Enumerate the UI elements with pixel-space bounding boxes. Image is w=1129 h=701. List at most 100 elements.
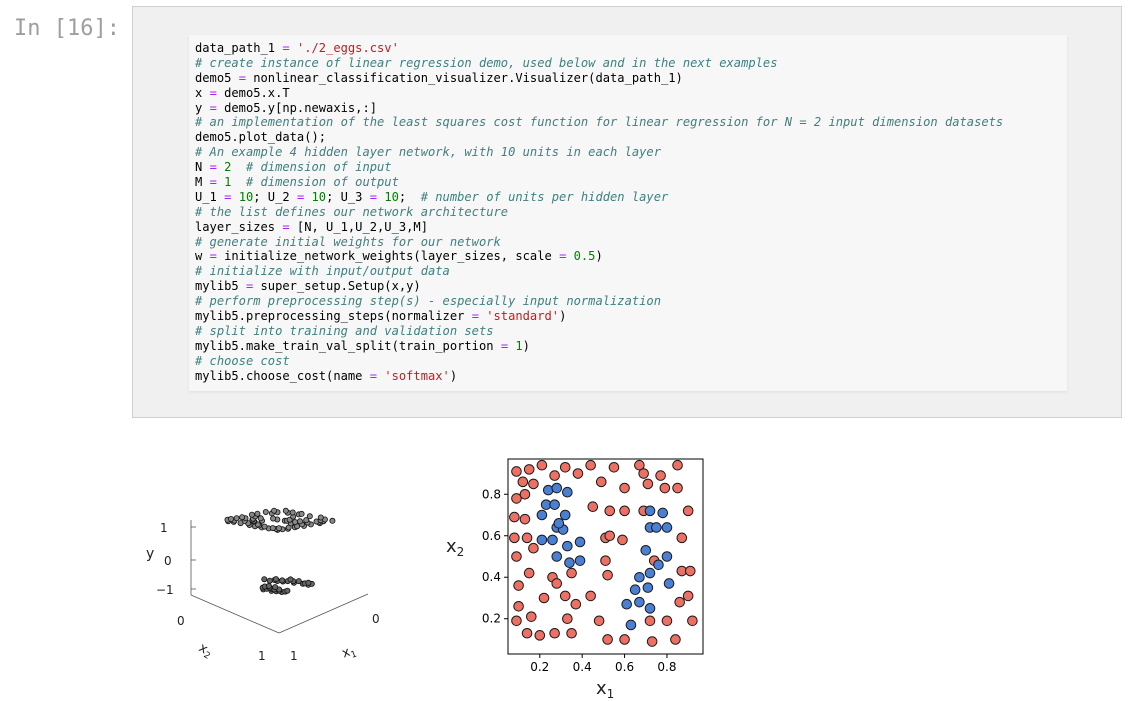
data-point-3d-top <box>269 525 276 532</box>
data-point-3d-bottom <box>266 577 273 584</box>
data-point-3d-bottom <box>261 576 268 583</box>
data-point-red <box>684 565 696 577</box>
data-point-3d-bottom <box>265 583 272 590</box>
data-point-red <box>600 555 611 566</box>
data-point-red <box>511 466 522 477</box>
code-token: 'standard' <box>486 309 560 324</box>
data-point-3d-bottom <box>284 587 291 594</box>
code-token <box>231 175 246 189</box>
code-token: # create instance of linear regression d… <box>195 55 778 70</box>
data-point-3d-top <box>303 517 310 524</box>
code-token: = <box>209 249 217 264</box>
z-tick-label-0: 0 <box>164 554 172 568</box>
code-token: U_1 <box>195 189 225 204</box>
code-line: # initialize with input/output data <box>195 264 1067 279</box>
data-point-3d-top <box>306 513 313 520</box>
code-token: # choose cost <box>195 353 290 368</box>
data-point-red <box>519 488 531 500</box>
scatter-3d-plot: 1 0 −1 y 0 1 1 0 x2 x1 <box>146 507 380 664</box>
data-point-blue <box>629 584 641 595</box>
code-line: data_path_1 = './2_eggs.csv' <box>195 41 1067 56</box>
data-point-blue <box>551 482 563 494</box>
code-token: # number of units per hidden layer <box>420 189 669 204</box>
x2-tick-label-0: 0 <box>177 614 185 628</box>
data-point-red <box>619 505 630 517</box>
data-point-red <box>655 470 666 481</box>
data-point-3d-top <box>289 509 296 516</box>
data-point-red <box>534 630 546 641</box>
code-token: nonlinear_classification_visualizer.Visu… <box>245 70 683 85</box>
data-point-blue <box>653 559 664 571</box>
data-point-blue <box>661 522 673 533</box>
code-token: ; <box>398 189 421 204</box>
code-token: 10 <box>238 189 254 204</box>
x-tick-label: 0.6 <box>615 660 634 674</box>
data-point-blue <box>634 571 645 583</box>
code-token: mylib5 <box>195 279 246 294</box>
code-token <box>290 41 297 55</box>
data-point-red <box>572 468 584 479</box>
data-point-red <box>687 615 698 627</box>
code-line: layer_sizes = [N, U_1,U_2,U_3,M] <box>195 220 1067 235</box>
data-point-blue <box>562 486 573 498</box>
data-point-red <box>682 590 694 602</box>
code-cell[interactable]: data_path_1 = './2_eggs.csv' # create ins… <box>132 6 1122 418</box>
data-point-blue <box>536 509 548 521</box>
code-token: = <box>245 279 254 294</box>
code-token: # An example 4 hidden layer network, wit… <box>195 145 661 160</box>
data-point-3d-top <box>248 511 255 518</box>
y-tick-label: 0.2 <box>482 612 501 626</box>
code-token: demo5 <box>195 70 239 85</box>
data-point-blue <box>562 540 573 552</box>
x-axis-label-sub: 1 <box>607 687 615 701</box>
data-point-red <box>638 468 649 479</box>
code-editor[interactable]: data_path_1 = './2_eggs.csv' # create ins… <box>189 35 1067 391</box>
x2-axis-label-3d-sub: 2 <box>202 650 212 662</box>
y-tick-label: 0.8 <box>482 487 501 501</box>
code-token: = <box>296 189 305 204</box>
data-point-red <box>549 470 560 481</box>
data-point-blue <box>553 518 565 529</box>
data-point-3d-top <box>262 509 269 516</box>
code-token: = <box>224 189 232 204</box>
code-line: # perform preprocessing step(s) - especi… <box>195 294 1067 309</box>
data-point-3d-top <box>296 518 303 525</box>
code-token: = <box>282 41 290 55</box>
x1-axis-label-3d: x1 <box>340 643 358 664</box>
code-token: # dimension of output <box>245 175 399 190</box>
code-line: demo5 = nonlinear_classification_visuali… <box>195 71 1067 86</box>
data-point-red <box>559 461 571 473</box>
data-point-blue <box>574 555 586 566</box>
code-line: mylib5 = super_setup.Setup(x,y) <box>195 279 1067 294</box>
code-token: ) <box>522 338 530 353</box>
code-line: # split into training and validation set… <box>195 324 1067 339</box>
code-token: = <box>209 160 217 175</box>
scatter-2d-plot: 0.2 0.4 0.6 0.8 0.2 0.4 0.6 0.8 x2 x1 <box>446 458 704 701</box>
data-point-3d-bottom <box>279 577 286 584</box>
y-axis-label: x2 <box>446 536 464 559</box>
x2-axis-line <box>190 594 280 634</box>
data-point-red <box>511 551 522 562</box>
x1-tick-label-1: 1 <box>290 649 298 663</box>
data-point-red <box>608 461 620 473</box>
data-point-red <box>526 611 537 622</box>
data-point-blue <box>536 534 548 546</box>
x-tick-label: 0.4 <box>573 660 592 674</box>
data-point-red <box>672 459 683 471</box>
data-point-blue <box>644 567 656 579</box>
x1-axis-label-3d-sub: 1 <box>350 649 359 660</box>
data-point-red <box>523 567 535 579</box>
code-token: [N, U_1,U_2,U_3,M] <box>289 219 428 234</box>
data-point-red <box>566 627 577 639</box>
code-token: = <box>209 85 217 100</box>
data-point-blue <box>657 507 669 519</box>
code-token: ; U_3 <box>326 189 370 204</box>
x1-axis-line <box>278 593 369 634</box>
x-tick-label: 0.8 <box>657 660 676 674</box>
code-token: = <box>282 219 290 234</box>
code-token: x <box>195 85 210 100</box>
points-3d <box>224 507 336 596</box>
code-token: = <box>369 368 378 383</box>
data-point-blue <box>644 603 656 614</box>
data-point-red <box>676 532 688 544</box>
